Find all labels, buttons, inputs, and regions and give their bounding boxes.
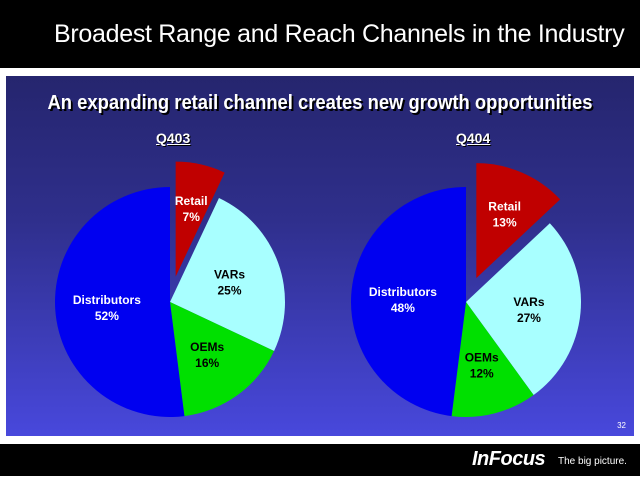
pie-slice-distributors <box>55 187 185 417</box>
pie-slice-retail <box>175 161 225 277</box>
slide-title: Broadest Range and Reach Channels in the… <box>54 20 625 48</box>
pie-label-value: 25% <box>217 284 241 298</box>
pie-label-value: 27% <box>517 311 541 325</box>
pie-label-name: OEMs <box>465 350 499 364</box>
pie-slice-oems <box>170 302 275 417</box>
pie-label-value: 13% <box>493 216 517 230</box>
infocus-logo: InFocus <box>472 448 546 470</box>
pie-slice-vars <box>170 197 285 351</box>
pie-label-name: Retail <box>175 194 208 208</box>
title-bar: Broadest Range and Reach Channels in the… <box>0 0 640 68</box>
pie-slice-retail <box>476 163 561 279</box>
chart-title-q403: Q403 <box>156 130 191 146</box>
pie-label-name: VARs <box>214 268 245 282</box>
pie-label-value: 12% <box>470 366 494 380</box>
pie-label-name: Retail <box>488 200 521 214</box>
pie-label-name: VARs <box>513 295 544 309</box>
footer: InFocus The big picture. <box>0 444 640 476</box>
slide-number: 32 <box>617 421 626 430</box>
pie-label-value: 16% <box>195 356 219 370</box>
pie-label-name: Distributors <box>369 285 437 299</box>
slide-subtitle: An expanding retail channel creates new … <box>47 92 593 114</box>
pie-label-name: OEMs <box>190 340 224 354</box>
pie-slice-vars <box>466 223 581 396</box>
pie-label-name: Distributors <box>73 293 141 307</box>
pie-label-value: 48% <box>391 301 415 315</box>
chart-title-q404: Q404 <box>456 130 491 146</box>
tagline: The big picture. <box>558 456 627 467</box>
pie-label-value: 7% <box>183 210 201 224</box>
pie-slice-oems <box>451 302 534 417</box>
pie-label-value: 52% <box>95 309 119 323</box>
pie-slice-distributors <box>350 187 466 417</box>
